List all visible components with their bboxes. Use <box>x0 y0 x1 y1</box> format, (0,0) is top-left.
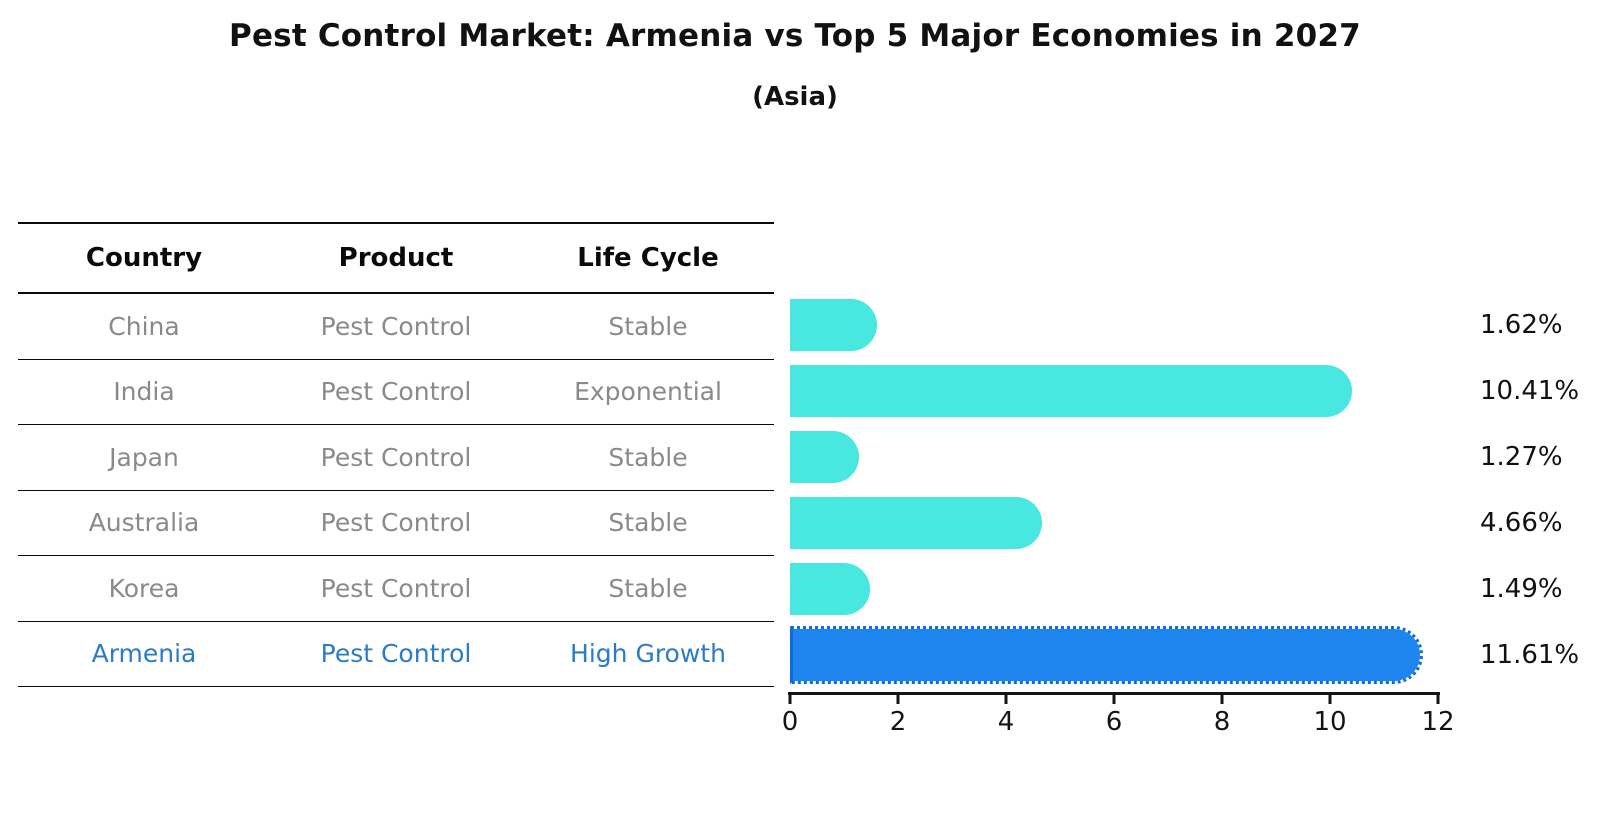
cell-life-cycle: Exponential <box>574 377 722 407</box>
bar-armenia <box>790 626 1423 684</box>
cell-life-cycle: Stable <box>608 311 688 341</box>
x-tick <box>788 695 792 704</box>
country-table: Country Product Life Cycle China Pest Co… <box>18 222 774 687</box>
cell-country: Armenia <box>91 639 197 669</box>
x-tick <box>1112 695 1116 704</box>
bar-row <box>790 556 1438 622</box>
cell-country: China <box>108 311 180 341</box>
cell-country: Korea <box>108 573 180 603</box>
bar-china <box>790 299 878 351</box>
x-tick <box>1220 695 1224 704</box>
bar-row <box>790 358 1438 424</box>
value-label-column: 1.62% 10.41% 1.27% 4.66% 1.49% 11.61% <box>1480 292 1579 688</box>
bar-row <box>790 490 1438 556</box>
table-row-china: China Pest Control Stable <box>18 294 774 360</box>
table-row-japan: Japan Pest Control Stable <box>18 425 774 491</box>
cell-life-cycle: Stable <box>608 508 688 538</box>
table-row-india: India Pest Control Exponential <box>18 360 774 425</box>
x-tick-label: 8 <box>1213 707 1231 737</box>
chart-subtitle: (Asia) <box>752 82 838 112</box>
bar-australia <box>790 497 1042 549</box>
value-label-india: 10.41% <box>1480 376 1580 406</box>
value-label-armenia: 11.61% <box>1480 640 1580 670</box>
cell-life-cycle: Stable <box>608 573 688 603</box>
x-tick-label: 6 <box>1105 707 1123 737</box>
cell-product: Pest Control <box>320 311 472 341</box>
x-tick-label: 0 <box>781 707 799 737</box>
x-tick-label: 10 <box>1313 707 1347 737</box>
cell-life-cycle: Stable <box>608 442 688 472</box>
chart-title: Pest Control Market: Armenia vs Top 5 Ma… <box>229 18 1361 54</box>
column-header-country: Country <box>85 243 203 273</box>
cell-country: Japan <box>109 442 179 472</box>
value-label-china: 1.62% <box>1480 310 1563 340</box>
cell-life-cycle: High Growth <box>570 639 726 669</box>
x-tick <box>896 695 900 704</box>
cell-product: Pest Control <box>320 639 472 669</box>
x-tick <box>1004 695 1008 704</box>
bar-row <box>790 622 1438 688</box>
value-label-korea: 1.49% <box>1480 574 1563 604</box>
table-row-armenia: Armenia Pest Control High Growth <box>18 622 774 687</box>
column-header-life-cycle: Life Cycle <box>577 243 719 273</box>
x-tick-label: 4 <box>997 707 1015 737</box>
table-header-row: Country Product Life Cycle <box>18 224 774 294</box>
value-label-japan: 1.27% <box>1480 442 1563 472</box>
bar-row <box>790 292 1438 358</box>
x-tick-label: 12 <box>1421 707 1455 737</box>
x-tick <box>1328 695 1332 704</box>
cell-product: Pest Control <box>320 573 472 603</box>
table-row-korea: Korea Pest Control Stable <box>18 556 774 622</box>
bar-row <box>790 424 1438 490</box>
bar-india <box>790 365 1353 417</box>
x-axis-line <box>788 692 1440 695</box>
bar-japan <box>790 431 859 483</box>
cell-country: Australia <box>88 508 200 538</box>
x-tick <box>1436 695 1440 704</box>
table-row-australia: Australia Pest Control Stable <box>18 491 774 556</box>
cell-product: Pest Control <box>320 442 472 472</box>
cell-product: Pest Control <box>320 377 472 407</box>
x-tick-label: 2 <box>889 707 907 737</box>
column-header-product: Product <box>338 243 454 273</box>
value-label-australia: 4.66% <box>1480 508 1563 538</box>
bar-korea <box>790 563 871 615</box>
cell-country: India <box>113 377 175 407</box>
bar-plot-area <box>790 292 1438 688</box>
cell-product: Pest Control <box>320 508 472 538</box>
